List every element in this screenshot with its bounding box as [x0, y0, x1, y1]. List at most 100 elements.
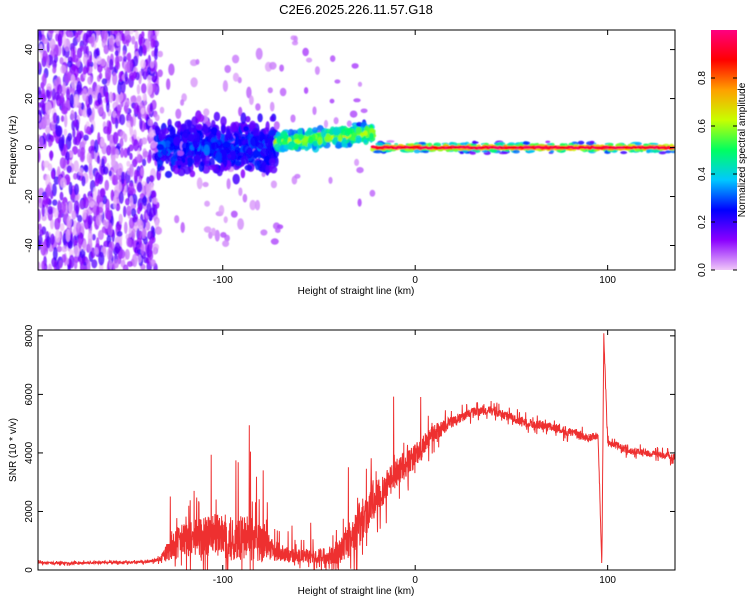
heatmap-cell: [373, 150, 383, 154]
snr-series-line: [38, 333, 675, 570]
heatmap-cell: [101, 78, 108, 85]
heatmap-cell: [132, 216, 138, 223]
heatmap-cell: [353, 98, 361, 103]
heatmap-cell: [418, 141, 426, 145]
heatmap-cell: [334, 79, 341, 84]
heatmap-cell: [118, 213, 123, 225]
heatmap-cell: [42, 72, 47, 87]
heatmap-cell: [46, 41, 50, 53]
heatmap-cell: [151, 75, 158, 83]
heatmap-cell: [80, 146, 86, 156]
heatmap-cell: [82, 88, 88, 102]
heatmap-cell: [512, 149, 520, 154]
heatmap-cell: [323, 119, 329, 128]
heatmap-cell: [184, 119, 193, 127]
heatmap-cell: [47, 163, 53, 171]
heatmap-cell: [132, 253, 138, 268]
heatmap-cell: [53, 30, 60, 34]
heatmap-cell: [39, 136, 44, 149]
heatmap-cell: [196, 177, 203, 190]
heatmap-cell: [70, 74, 76, 89]
heatmap-cell: [57, 199, 61, 211]
heatmap-cell: [211, 227, 216, 236]
heatmap-cell: [264, 133, 269, 144]
heatmap-cell: [265, 164, 270, 176]
heatmap-cell: [82, 66, 87, 75]
heatmap-cell: [200, 151, 206, 162]
heatmap-cell: [67, 133, 73, 142]
figure-title: C2E6.2025.226.11.57.G18: [279, 2, 433, 17]
heatmap-cell: [72, 145, 78, 155]
heatmap-cell: [290, 114, 296, 123]
heatmap-cell: [70, 109, 75, 121]
heatmap-cell: [243, 125, 249, 132]
heatmap-cell: [147, 30, 154, 42]
heatmap-cell: [246, 86, 252, 99]
heatmap-cell: [138, 33, 143, 46]
heatmap-cell: [211, 119, 216, 128]
heatmap-cell: [73, 111, 78, 120]
heatmap-cell: [91, 107, 95, 121]
heatmap-cell: [150, 140, 157, 149]
heatmap-cell: [173, 136, 181, 146]
heatmap-cell: [48, 139, 52, 148]
heatmap-cell: [50, 135, 55, 143]
heatmap-cell: [90, 139, 96, 148]
heatmap-cell: [124, 101, 129, 115]
heatmap-cell: [149, 60, 155, 69]
heatmap-cell: [177, 120, 182, 133]
heatmap-cell: [88, 94, 93, 106]
heatmap-cell: [64, 72, 71, 84]
heatmap-cell: [73, 245, 80, 257]
heatmap-cell: [120, 147, 124, 158]
heatmap-cell: [110, 189, 115, 202]
heatmap-cell: [41, 88, 46, 100]
heatmap-cell: [320, 128, 327, 138]
heatmap-cell: [643, 143, 649, 147]
heatmap-cell: [138, 202, 143, 212]
heatmap-cell: [119, 138, 124, 148]
heatmap-cell: [249, 199, 257, 211]
heatmap-cell: [138, 230, 143, 241]
heatmap-cell: [502, 151, 508, 155]
heatmap-cell: [126, 60, 130, 73]
heatmap-cell: [253, 149, 258, 160]
heatmap-cell: [198, 161, 205, 172]
heatmap-cell: [57, 214, 61, 224]
heatmap-cell: [195, 123, 203, 131]
heatmap-cell: [283, 144, 289, 150]
heatmap-cell: [155, 30, 160, 37]
heatmap-cell: [126, 261, 133, 267]
heatmap-cell: [303, 87, 309, 94]
heatmap-cell: [275, 228, 281, 233]
heatmap-cell: [220, 232, 227, 238]
heatmap-cell: [38, 149, 41, 163]
heatmap-cell: [123, 133, 128, 143]
heatmap-cell: [149, 102, 153, 112]
heatmap-cell: [147, 118, 153, 127]
heatmap-cell: [142, 195, 148, 207]
heatmap-cell: [413, 149, 421, 154]
heatmap-cell: [141, 83, 147, 94]
heatmap-cell: [59, 57, 64, 65]
heatmap-cell: [66, 165, 72, 174]
heatmap-cell: [165, 155, 170, 165]
heatmap-cell: [136, 181, 143, 193]
heatmap-cell: [257, 142, 264, 150]
heatmap-cell: [249, 95, 254, 106]
heatmap-cell: [87, 230, 93, 244]
colorbar: 0.0 0.2 0.4 0.6 0.8 Normalized spectral ampl…: [697, 30, 748, 277]
heatmap-cell: [82, 240, 87, 252]
heatmap-cell: [78, 167, 84, 176]
heatmap-cell: [522, 141, 531, 145]
heatmap-cell: [189, 127, 197, 133]
heatmap-cell: [193, 154, 201, 163]
heatmap-cell: [168, 63, 175, 76]
heatmap-cell: [472, 140, 477, 145]
heatmap-cell: [241, 155, 249, 165]
heatmap-cell: [182, 129, 189, 139]
heatmap-cell: [112, 110, 117, 118]
heatmap-cell: [240, 112, 247, 125]
heatmap-cell: [342, 137, 347, 144]
heatmap-cell: [273, 143, 281, 150]
